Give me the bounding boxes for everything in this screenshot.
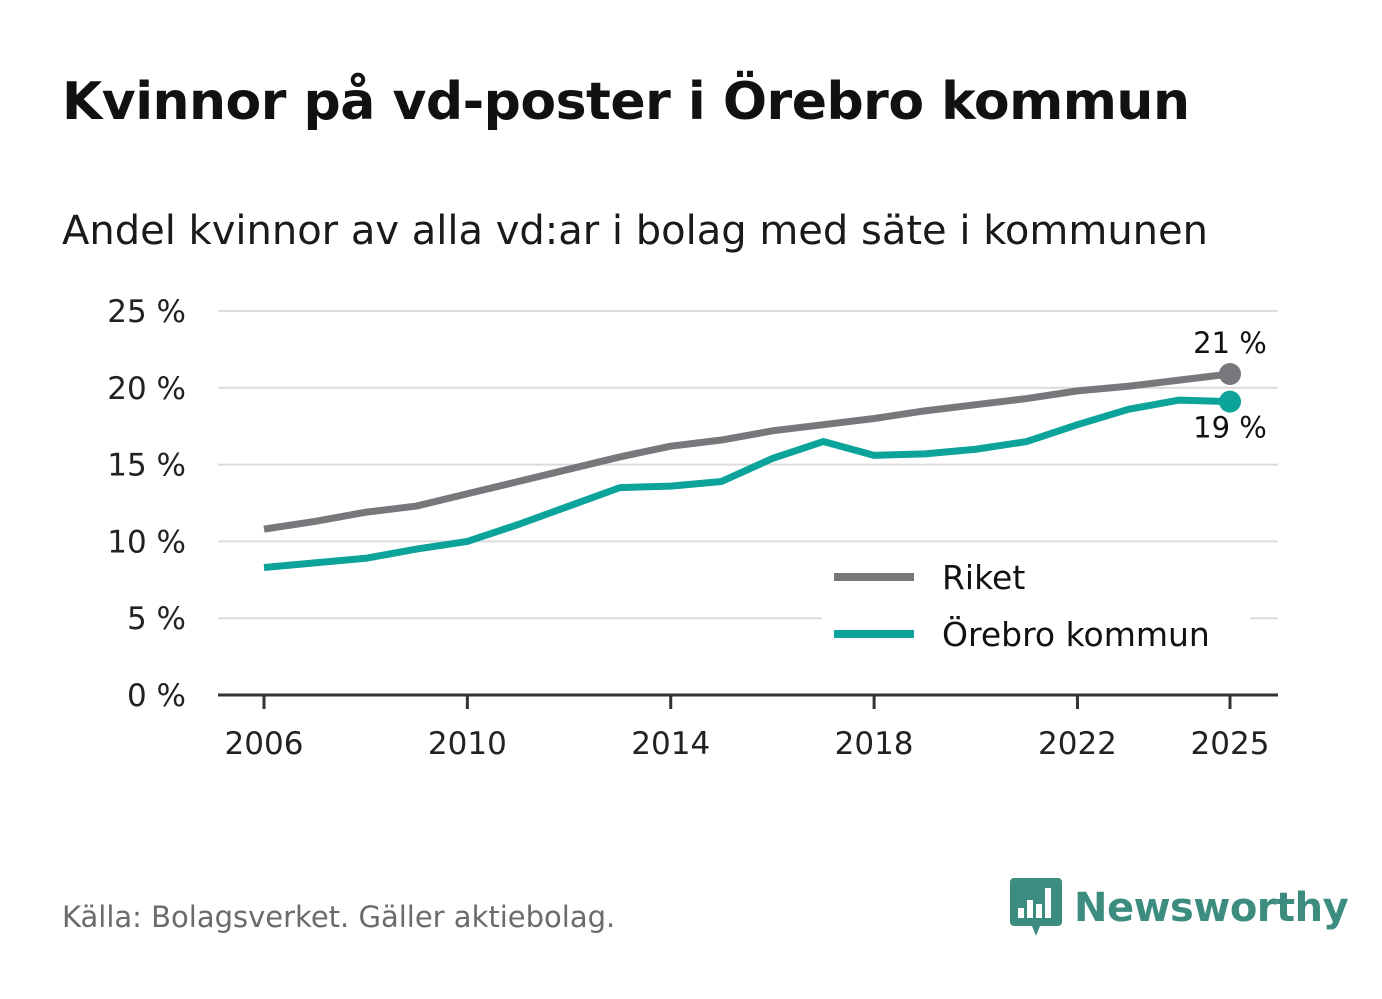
x-tick-label: 2025 xyxy=(1191,726,1270,762)
legend-label: Riket xyxy=(942,558,1025,597)
series-end-marker xyxy=(1219,362,1241,385)
legend-background xyxy=(822,545,1250,663)
x-tick-label: 2006 xyxy=(225,726,304,762)
legend-label: Örebro kommun xyxy=(942,614,1210,654)
series-end-marker xyxy=(1219,390,1241,413)
series-lines xyxy=(263,362,1241,571)
end-labels: 21 % 19 % xyxy=(1193,326,1267,445)
source-note: Källa: Bolagsverket. Gäller aktiebolag. xyxy=(62,900,616,934)
y-tick-label: 5 % xyxy=(127,601,186,637)
series-line xyxy=(263,370,1231,533)
legend: Riket Örebro kommun xyxy=(822,545,1250,663)
brand-name: Newsworthy xyxy=(1074,885,1349,931)
series-line xyxy=(263,396,1231,571)
brand-logo: Newsworthy xyxy=(1010,878,1349,938)
axes: 0 % 5 % 10 % 15 % 20 % 25 % 2006 2010 2014 2018 20… xyxy=(107,294,1278,762)
x-tick-label: 2010 xyxy=(428,726,507,762)
x-tick-label: 2022 xyxy=(1038,726,1117,762)
y-tick-label: 25 % xyxy=(107,294,186,330)
newsworthy-logo-icon xyxy=(1010,878,1062,936)
y-tick-label: 0 % xyxy=(127,678,186,714)
x-tick-label: 2018 xyxy=(835,726,914,762)
series-end-label: 19 % xyxy=(1193,411,1267,445)
chart-title: Kvinnor på vd-poster i Örebro kommun xyxy=(62,72,1190,132)
y-tick-label: 10 % xyxy=(107,524,186,560)
y-tick-label: 20 % xyxy=(107,371,186,407)
x-tick-label: 2014 xyxy=(631,726,710,762)
chart-subtitle: Andel kvinnor av alla vd:ar i bolag med … xyxy=(62,208,1208,254)
series-end-label: 21 % xyxy=(1193,326,1267,360)
y-tick-label: 15 % xyxy=(107,448,186,484)
